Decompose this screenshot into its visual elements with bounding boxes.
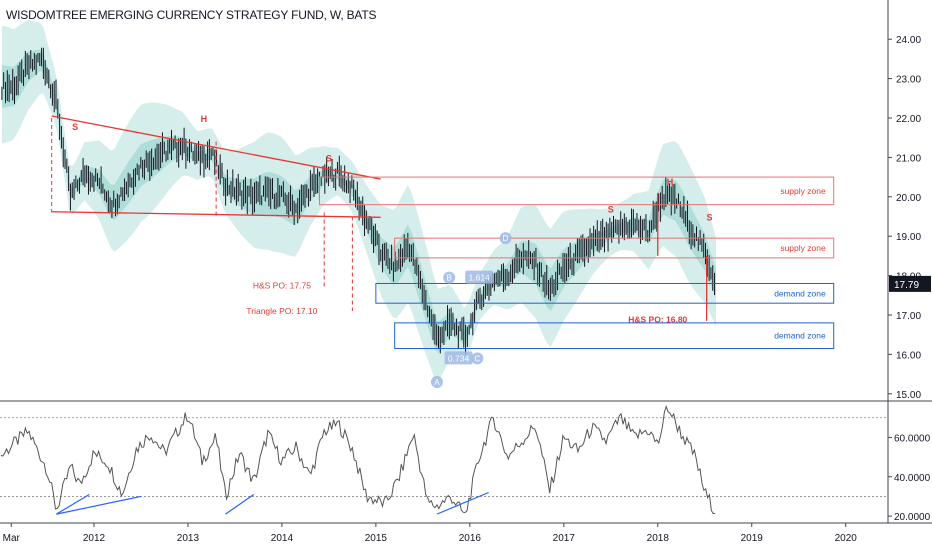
rsi-trendline (56, 495, 142, 515)
last-price-tag (889, 275, 931, 292)
pattern-label: S (72, 122, 78, 132)
time-axis-label: Mar (3, 533, 21, 544)
price-axis-label: 16.00 (896, 350, 921, 361)
time-axis-label: 2020 (835, 533, 858, 544)
ratio-label: 0.734 (448, 353, 470, 363)
last-price-label: 17.79 (894, 280, 919, 291)
wave-badge (443, 271, 456, 284)
demand-zone-label: demand zone (774, 331, 826, 341)
ratio-badge (444, 351, 473, 365)
time-axis-label: 2017 (553, 533, 576, 544)
supply-zone-box (394, 237, 835, 259)
price-target-label: H&S PO: 17.75 (253, 280, 311, 290)
rsi-trendline (56, 493, 90, 515)
ratio-label: 1.614 (469, 273, 491, 283)
demand-zone-label: demand zone (774, 288, 826, 298)
price-axis-label: 23.00 (896, 75, 921, 86)
price-axis-label: 19.00 (896, 232, 921, 243)
triangle-upper-trendline (51, 115, 381, 180)
pattern-label: H (667, 177, 674, 187)
rsi-axis-label: 20.0000 (894, 512, 931, 523)
pattern-label: H (201, 114, 208, 124)
rsi-trendline (436, 491, 489, 515)
time-axis-label: 2016 (459, 533, 482, 544)
wave-label: D (503, 234, 509, 243)
wave-badge (471, 352, 484, 365)
rsi-axis-label: 40.0000 (894, 473, 931, 484)
wave-badge (430, 375, 443, 388)
time-axis-label: 2015 (365, 533, 388, 544)
demand-zone-box (375, 282, 835, 304)
rsi-trendline (225, 493, 255, 515)
supply-zone-box (318, 176, 835, 206)
time-axis-label: 2018 (647, 533, 670, 544)
price-target-label: Triangle PO: 17.10 (246, 306, 317, 316)
rsi-axis-label: 60.0000 (894, 433, 931, 444)
wave-badge (499, 232, 512, 245)
supply-zone-label: supply zone (780, 186, 826, 196)
time-axis-label: 2019 (741, 533, 764, 544)
rsi-line (0, 404, 716, 515)
demand-zone-box (394, 322, 835, 349)
price-axis-label: 17.00 (896, 311, 921, 322)
wave-label: A (434, 378, 440, 387)
time-axis-label: 2014 (271, 533, 294, 544)
pattern-label: S (326, 153, 332, 163)
pattern-label: S (608, 205, 614, 215)
time-axis-label: 2012 (83, 533, 106, 544)
supply-zone-label: supply zone (780, 243, 826, 253)
ratio-badge (465, 270, 494, 284)
time-axis-label: 2013 (177, 533, 200, 544)
pattern-label: S (706, 212, 712, 222)
price-axis-label: 21.00 (896, 153, 921, 164)
price-axis-label: 20.00 (896, 193, 921, 204)
price-axis-label: 22.00 (896, 114, 921, 125)
chart-title: WISDOMTREE EMERGING CURRENCY STRATEGY FU… (6, 8, 377, 22)
wave-label: B (446, 274, 451, 283)
price-axis-label: 24.00 (896, 35, 921, 46)
price-target-label: H&S PO: 16.80 (628, 315, 687, 325)
price-axis-label: 15.00 (896, 390, 921, 401)
wave-label: C (474, 354, 480, 363)
